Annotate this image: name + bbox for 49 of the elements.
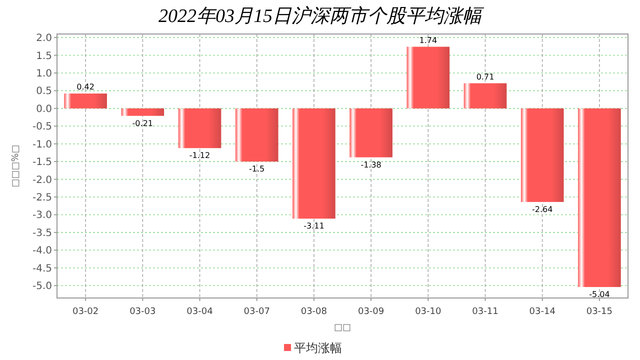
chart-title: 2022年03月15日沪深两市个股平均涨幅 bbox=[158, 5, 484, 27]
bar bbox=[350, 108, 392, 158]
y-tick-label: 0.5 bbox=[36, 86, 52, 98]
x-tick-label: 03-04 bbox=[186, 307, 214, 317]
data-label: -1.12 bbox=[189, 151, 210, 160]
y-tick-label: 0.0 bbox=[36, 104, 52, 115]
x-tick-label: 03-02 bbox=[72, 307, 99, 317]
bar bbox=[178, 108, 222, 148]
y-tick-label: -2.0 bbox=[32, 174, 52, 186]
y-tick-label: -4.5 bbox=[32, 263, 52, 274]
y-tick-label: 2.0 bbox=[36, 33, 52, 44]
bar bbox=[464, 83, 507, 108]
y-tick-label: -2.5 bbox=[32, 192, 52, 204]
x-tick-label: 03-09 bbox=[358, 307, 384, 317]
x-tick-label: 03-07 bbox=[244, 307, 270, 317]
x-tick-label: 03-15 bbox=[586, 307, 613, 317]
x-tick-label: 03-14 bbox=[529, 307, 556, 317]
bar bbox=[292, 108, 336, 219]
data-label: -5.04 bbox=[589, 290, 610, 300]
x-tick-label: 03-11 bbox=[472, 307, 498, 317]
y-tick-label: -3.0 bbox=[32, 210, 52, 222]
data-label: -1.38 bbox=[360, 160, 382, 170]
x-tick-label: 03-08 bbox=[300, 307, 328, 317]
y-axis-title: □□□%□ bbox=[11, 144, 21, 188]
y-tick-label: -4.0 bbox=[32, 246, 52, 257]
y-tick-label: 1.0 bbox=[36, 68, 52, 80]
y-tick-label: -3.5 bbox=[32, 228, 52, 239]
legend-label: 平均涨幅 bbox=[294, 341, 342, 355]
y-tick-label: -0.5 bbox=[32, 122, 52, 133]
x-tick-label: 03-10 bbox=[415, 307, 442, 317]
x-axis-title: □□ bbox=[334, 323, 352, 333]
bar bbox=[121, 108, 164, 116]
x-tick-label: 03-03 bbox=[130, 307, 156, 317]
y-tick-label: -1.0 bbox=[32, 139, 52, 150]
data-label: -3.11 bbox=[304, 222, 324, 231]
data-label: -0.21 bbox=[132, 118, 153, 128]
bar bbox=[520, 108, 564, 202]
data-label: 0.42 bbox=[76, 82, 94, 92]
bar bbox=[578, 108, 621, 288]
bar bbox=[235, 108, 278, 162]
y-tick-label: -1.5 bbox=[32, 157, 52, 168]
data-label: -1.5 bbox=[249, 164, 265, 174]
data-label: 0.71 bbox=[476, 72, 494, 82]
data-label: -2.64 bbox=[532, 204, 553, 214]
data-label: 1.74 bbox=[419, 36, 438, 45]
y-tick-label: -5.0 bbox=[32, 281, 52, 292]
y-tick-label: 1.5 bbox=[36, 50, 52, 62]
bar bbox=[406, 46, 450, 108]
bar bbox=[64, 94, 107, 108]
